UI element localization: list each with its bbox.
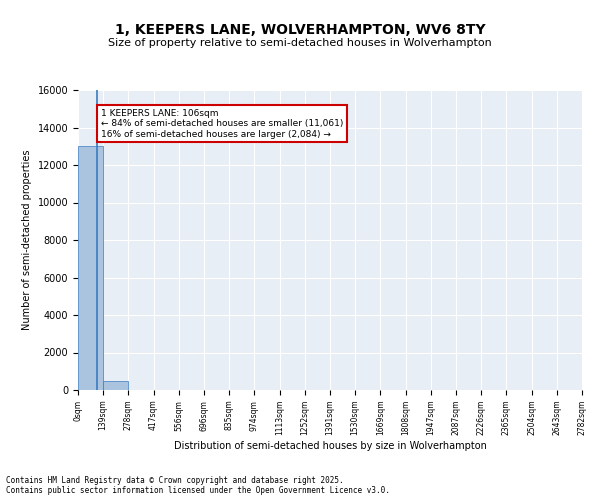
Text: Size of property relative to semi-detached houses in Wolverhampton: Size of property relative to semi-detach… bbox=[108, 38, 492, 48]
Text: 1 KEEPERS LANE: 106sqm
← 84% of semi-detached houses are smaller (11,061)
16% of: 1 KEEPERS LANE: 106sqm ← 84% of semi-det… bbox=[101, 109, 343, 138]
Text: Contains HM Land Registry data © Crown copyright and database right 2025.
Contai: Contains HM Land Registry data © Crown c… bbox=[6, 476, 390, 495]
Y-axis label: Number of semi-detached properties: Number of semi-detached properties bbox=[22, 150, 32, 330]
Text: 1, KEEPERS LANE, WOLVERHAMPTON, WV6 8TY: 1, KEEPERS LANE, WOLVERHAMPTON, WV6 8TY bbox=[115, 22, 485, 36]
Bar bbox=[103, 380, 128, 390]
X-axis label: Distribution of semi-detached houses by size in Wolverhampton: Distribution of semi-detached houses by … bbox=[173, 441, 487, 451]
Bar bbox=[78, 146, 103, 390]
